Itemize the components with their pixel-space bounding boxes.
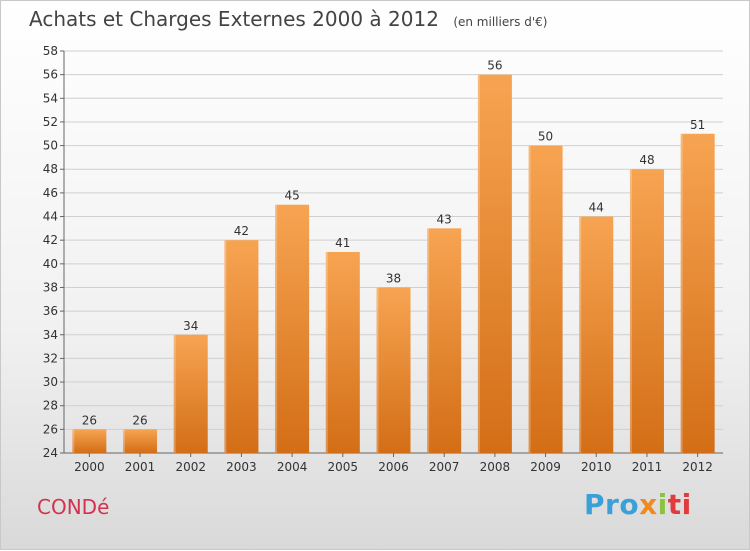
x-tick-label: 2006 (378, 460, 409, 474)
x-tick-label: 2008 (480, 460, 511, 474)
bar-highlight (477, 74, 480, 453)
title-text: Achats et Charges Externes 2000 à 2012 (29, 7, 439, 31)
y-tick-label: 30 (43, 375, 58, 389)
bar-value-label: 45 (284, 189, 299, 203)
bar-value-label: 50 (538, 130, 553, 144)
bar (427, 228, 462, 453)
bar-highlight (680, 133, 683, 453)
y-tick-label: 24 (43, 446, 58, 460)
y-tick-label: 50 (43, 139, 58, 153)
x-tick-label: 2004 (277, 460, 308, 474)
bar-highlight (427, 228, 430, 453)
proxiti-logo: Proxiti (584, 488, 692, 521)
title-unit: (en milliers d'€) (453, 15, 548, 29)
y-tick-label: 28 (43, 399, 58, 413)
y-tick-label: 54 (43, 91, 58, 105)
y-tick-label: 46 (43, 186, 58, 200)
bar-highlight (123, 429, 126, 453)
bar-value-label: 26 (132, 413, 147, 427)
bar (629, 169, 664, 453)
x-tick-label: 2010 (581, 460, 612, 474)
logo-part-3: i (657, 488, 668, 521)
bar (579, 216, 614, 453)
bar-highlight (325, 252, 328, 453)
bar (680, 133, 715, 453)
y-tick-label: 40 (43, 257, 58, 271)
y-tick-label: 32 (43, 351, 58, 365)
x-tick-label: 2007 (429, 460, 460, 474)
bar-highlight (275, 204, 278, 453)
x-tick-label: 2001 (125, 460, 156, 474)
chart-title: Achats et Charges Externes 2000 à 2012 (… (29, 7, 547, 31)
y-tick-label: 58 (43, 44, 58, 58)
y-tick-label: 52 (43, 115, 58, 129)
bar-highlight (72, 429, 75, 453)
bar-highlight (579, 216, 582, 453)
bar-value-label: 56 (487, 59, 502, 73)
y-tick-label: 44 (43, 210, 58, 224)
y-tick-label: 38 (43, 280, 58, 294)
bar-highlight (629, 169, 632, 453)
bar-value-label: 41 (335, 236, 350, 250)
x-tick-label: 2003 (226, 460, 257, 474)
x-tick-label: 2012 (682, 460, 713, 474)
bar-value-label: 34 (183, 319, 198, 333)
x-tick-label: 2009 (530, 460, 561, 474)
bar-value-label: 26 (82, 413, 97, 427)
y-tick-label: 34 (43, 328, 58, 342)
bar (224, 240, 259, 453)
y-tick-label: 42 (43, 233, 58, 247)
bar-value-label: 44 (589, 201, 604, 215)
y-tick-label: 56 (43, 68, 58, 82)
bar-value-label: 42 (234, 224, 249, 238)
logo-part-2: x (639, 488, 658, 521)
bar (173, 334, 208, 453)
x-tick-label: 2011 (632, 460, 663, 474)
bar-value-label: 43 (437, 212, 452, 226)
y-tick-label: 48 (43, 162, 58, 176)
y-tick-label: 36 (43, 304, 58, 318)
commune-name: CONDé (37, 495, 110, 519)
bar-value-label: 48 (639, 153, 654, 167)
bar (477, 74, 512, 453)
bar-value-label: 38 (386, 271, 401, 285)
bar-highlight (376, 287, 379, 453)
bar (376, 287, 411, 453)
bar (325, 252, 360, 453)
bar-highlight (173, 334, 176, 453)
logo-part-1: Pro (584, 488, 640, 521)
bar (123, 429, 158, 453)
x-tick-label: 2005 (328, 460, 359, 474)
bar (528, 145, 563, 453)
bar (275, 204, 310, 453)
x-tick-label: 2000 (74, 460, 105, 474)
x-tick-label: 2002 (175, 460, 206, 474)
bar-value-label: 51 (690, 118, 705, 132)
y-tick-label: 26 (43, 422, 58, 436)
bar-highlight (528, 145, 531, 453)
bar (72, 429, 107, 453)
bar-highlight (224, 240, 227, 453)
logo-part-4: ti (667, 488, 692, 521)
